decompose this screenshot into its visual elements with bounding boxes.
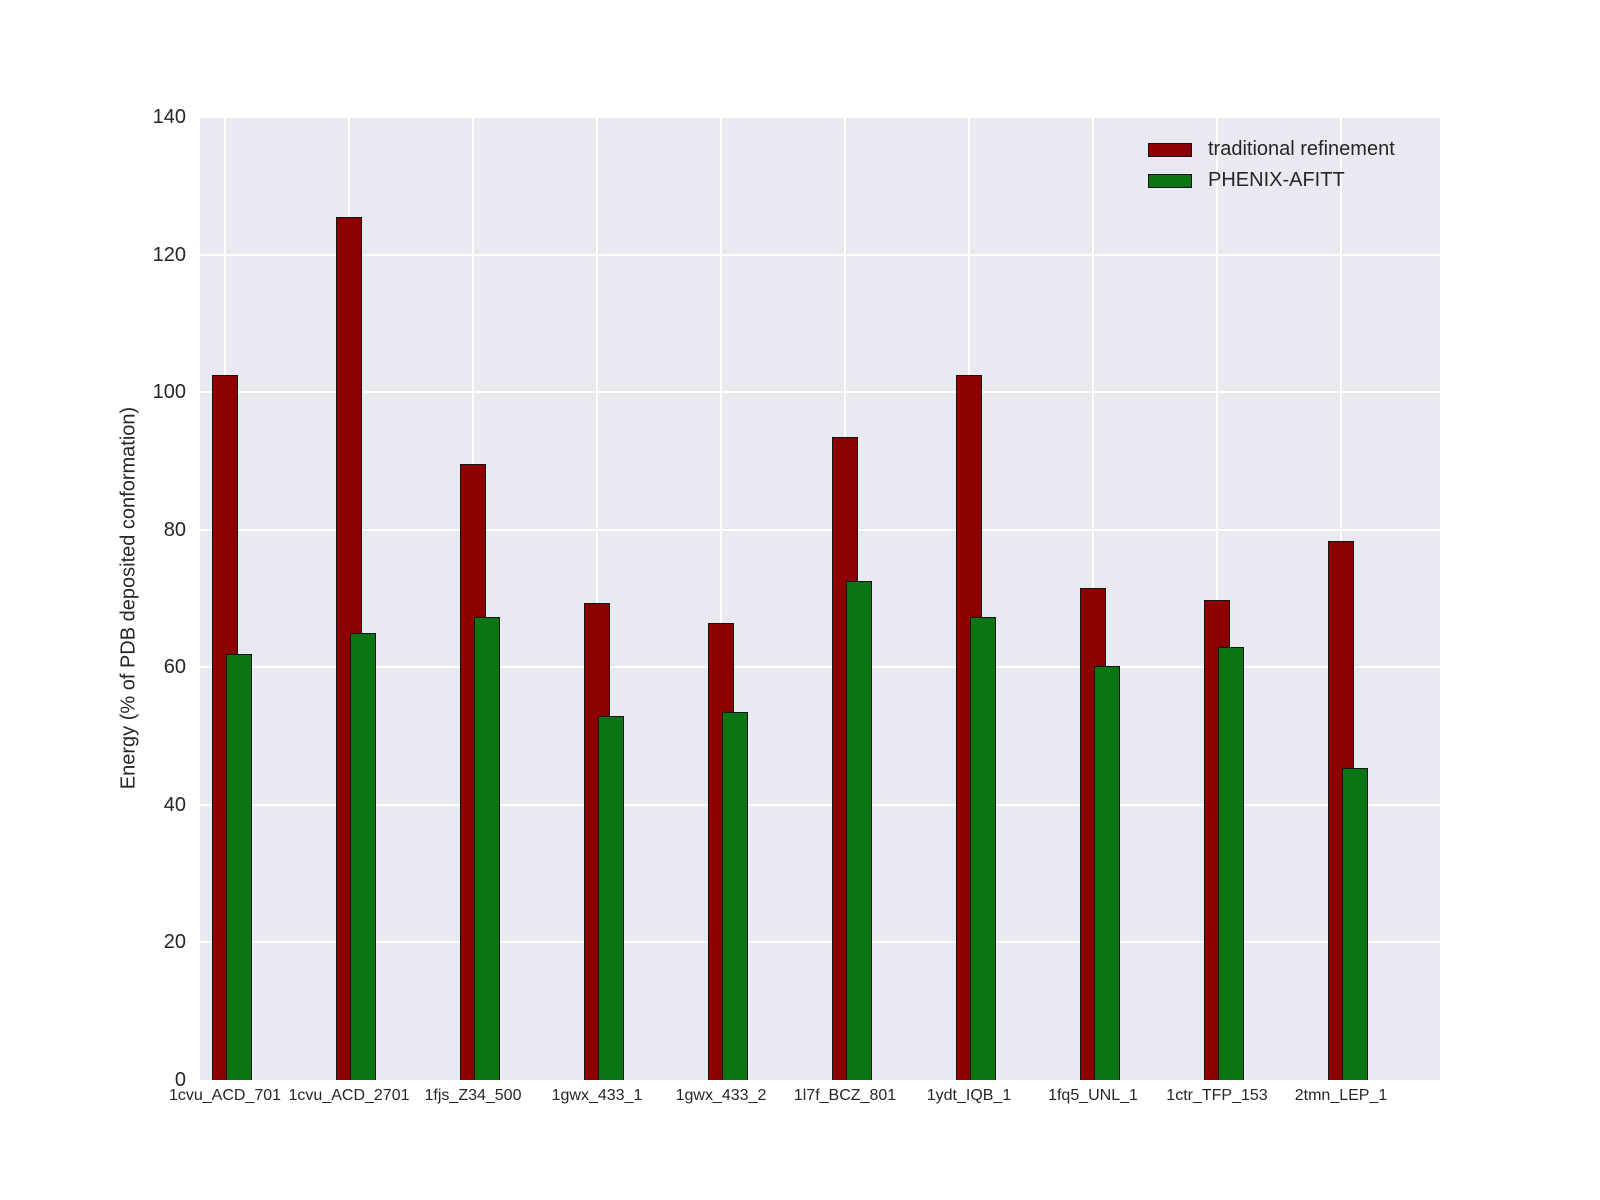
- y-tick-label: 0: [174, 1069, 186, 1091]
- bar-phenix-afitt-1cvu_ACD_2701: [350, 632, 376, 1080]
- bar-phenix-afitt-1ctr_TFP_153: [1218, 646, 1244, 1080]
- bar-phenix-afitt-1fjs_Z34_500: [474, 617, 500, 1080]
- legend-item-traditional-refinement: traditional refinement: [1148, 134, 1395, 165]
- y-tick-label: 120: [152, 243, 186, 266]
- legend: traditional refinement PHENIX-AFITT: [1148, 134, 1395, 196]
- bar-phenix-afitt-1l7f_BCZ_801: [846, 581, 872, 1080]
- x-tick-label: 1gwx_433_2: [675, 1087, 767, 1104]
- gridline-horizontal: [200, 528, 1440, 531]
- x-tick-label: 1gwx_433_1: [551, 1087, 643, 1104]
- y-tick-label: 40: [163, 793, 186, 816]
- gridline-vertical: [596, 117, 598, 1080]
- legend-label-traditional-refinement: traditional refinement: [1208, 138, 1395, 160]
- bar-phenix-afitt-1gwx_433_1: [598, 716, 624, 1080]
- gridline-horizontal: [200, 803, 1440, 806]
- x-tick-label: 1cvu_ACD_701: [168, 1087, 282, 1104]
- bar-phenix-afitt-1gwx_433_2: [722, 712, 748, 1080]
- bar-phenix-afitt-2tmn_LEP_1: [1342, 768, 1368, 1080]
- bar-phenix-afitt-1ydt_IQB_1: [970, 617, 996, 1080]
- y-tick-label: 140: [152, 106, 186, 128]
- legend-label-phenix-afitt: PHENIX-AFITT: [1208, 169, 1345, 191]
- x-tick-label: 1ydt_IQB_1: [926, 1087, 1012, 1104]
- x-tick-label: 1fjs_Z34_500: [424, 1087, 522, 1104]
- x-tick-label: 1ctr_TFP_153: [1166, 1087, 1268, 1104]
- y-tick-label: 20: [163, 931, 186, 954]
- x-tick-label: 1l7f_BCZ_801: [793, 1087, 897, 1104]
- x-tick-label: 1fq5_UNL_1: [1048, 1087, 1138, 1104]
- y-tick-label: 60: [163, 656, 186, 679]
- legend-swatch-phenix-afitt: [1148, 173, 1192, 188]
- gridline-horizontal: [200, 666, 1440, 669]
- x-tick-label: 2tmn_LEP_1: [1294, 1087, 1388, 1104]
- y-axis-title: Energy (% of PDB deposited conformation): [117, 406, 140, 790]
- gridline-horizontal: [200, 116, 1440, 118]
- gridline-vertical: [1216, 117, 1218, 1080]
- y-tick-label: 80: [163, 518, 186, 541]
- bar-phenix-afitt-1cvu_ACD_701: [226, 653, 252, 1080]
- gridline-horizontal: [200, 391, 1440, 394]
- y-tick-label: 100: [152, 381, 186, 404]
- bar-phenix-afitt-1fq5_UNL_1: [1094, 665, 1120, 1080]
- gridline-horizontal: [200, 253, 1440, 256]
- legend-swatch-traditional-refinement: [1148, 142, 1192, 157]
- legend-item-phenix-afitt: PHENIX-AFITT: [1148, 165, 1395, 196]
- plot-area: traditional refinement PHENIX-AFITT: [200, 116, 1440, 1080]
- x-tick-label: 1cvu_ACD_2701: [288, 1087, 410, 1104]
- gridline-horizontal: [200, 941, 1440, 944]
- gridline-vertical: [720, 117, 722, 1080]
